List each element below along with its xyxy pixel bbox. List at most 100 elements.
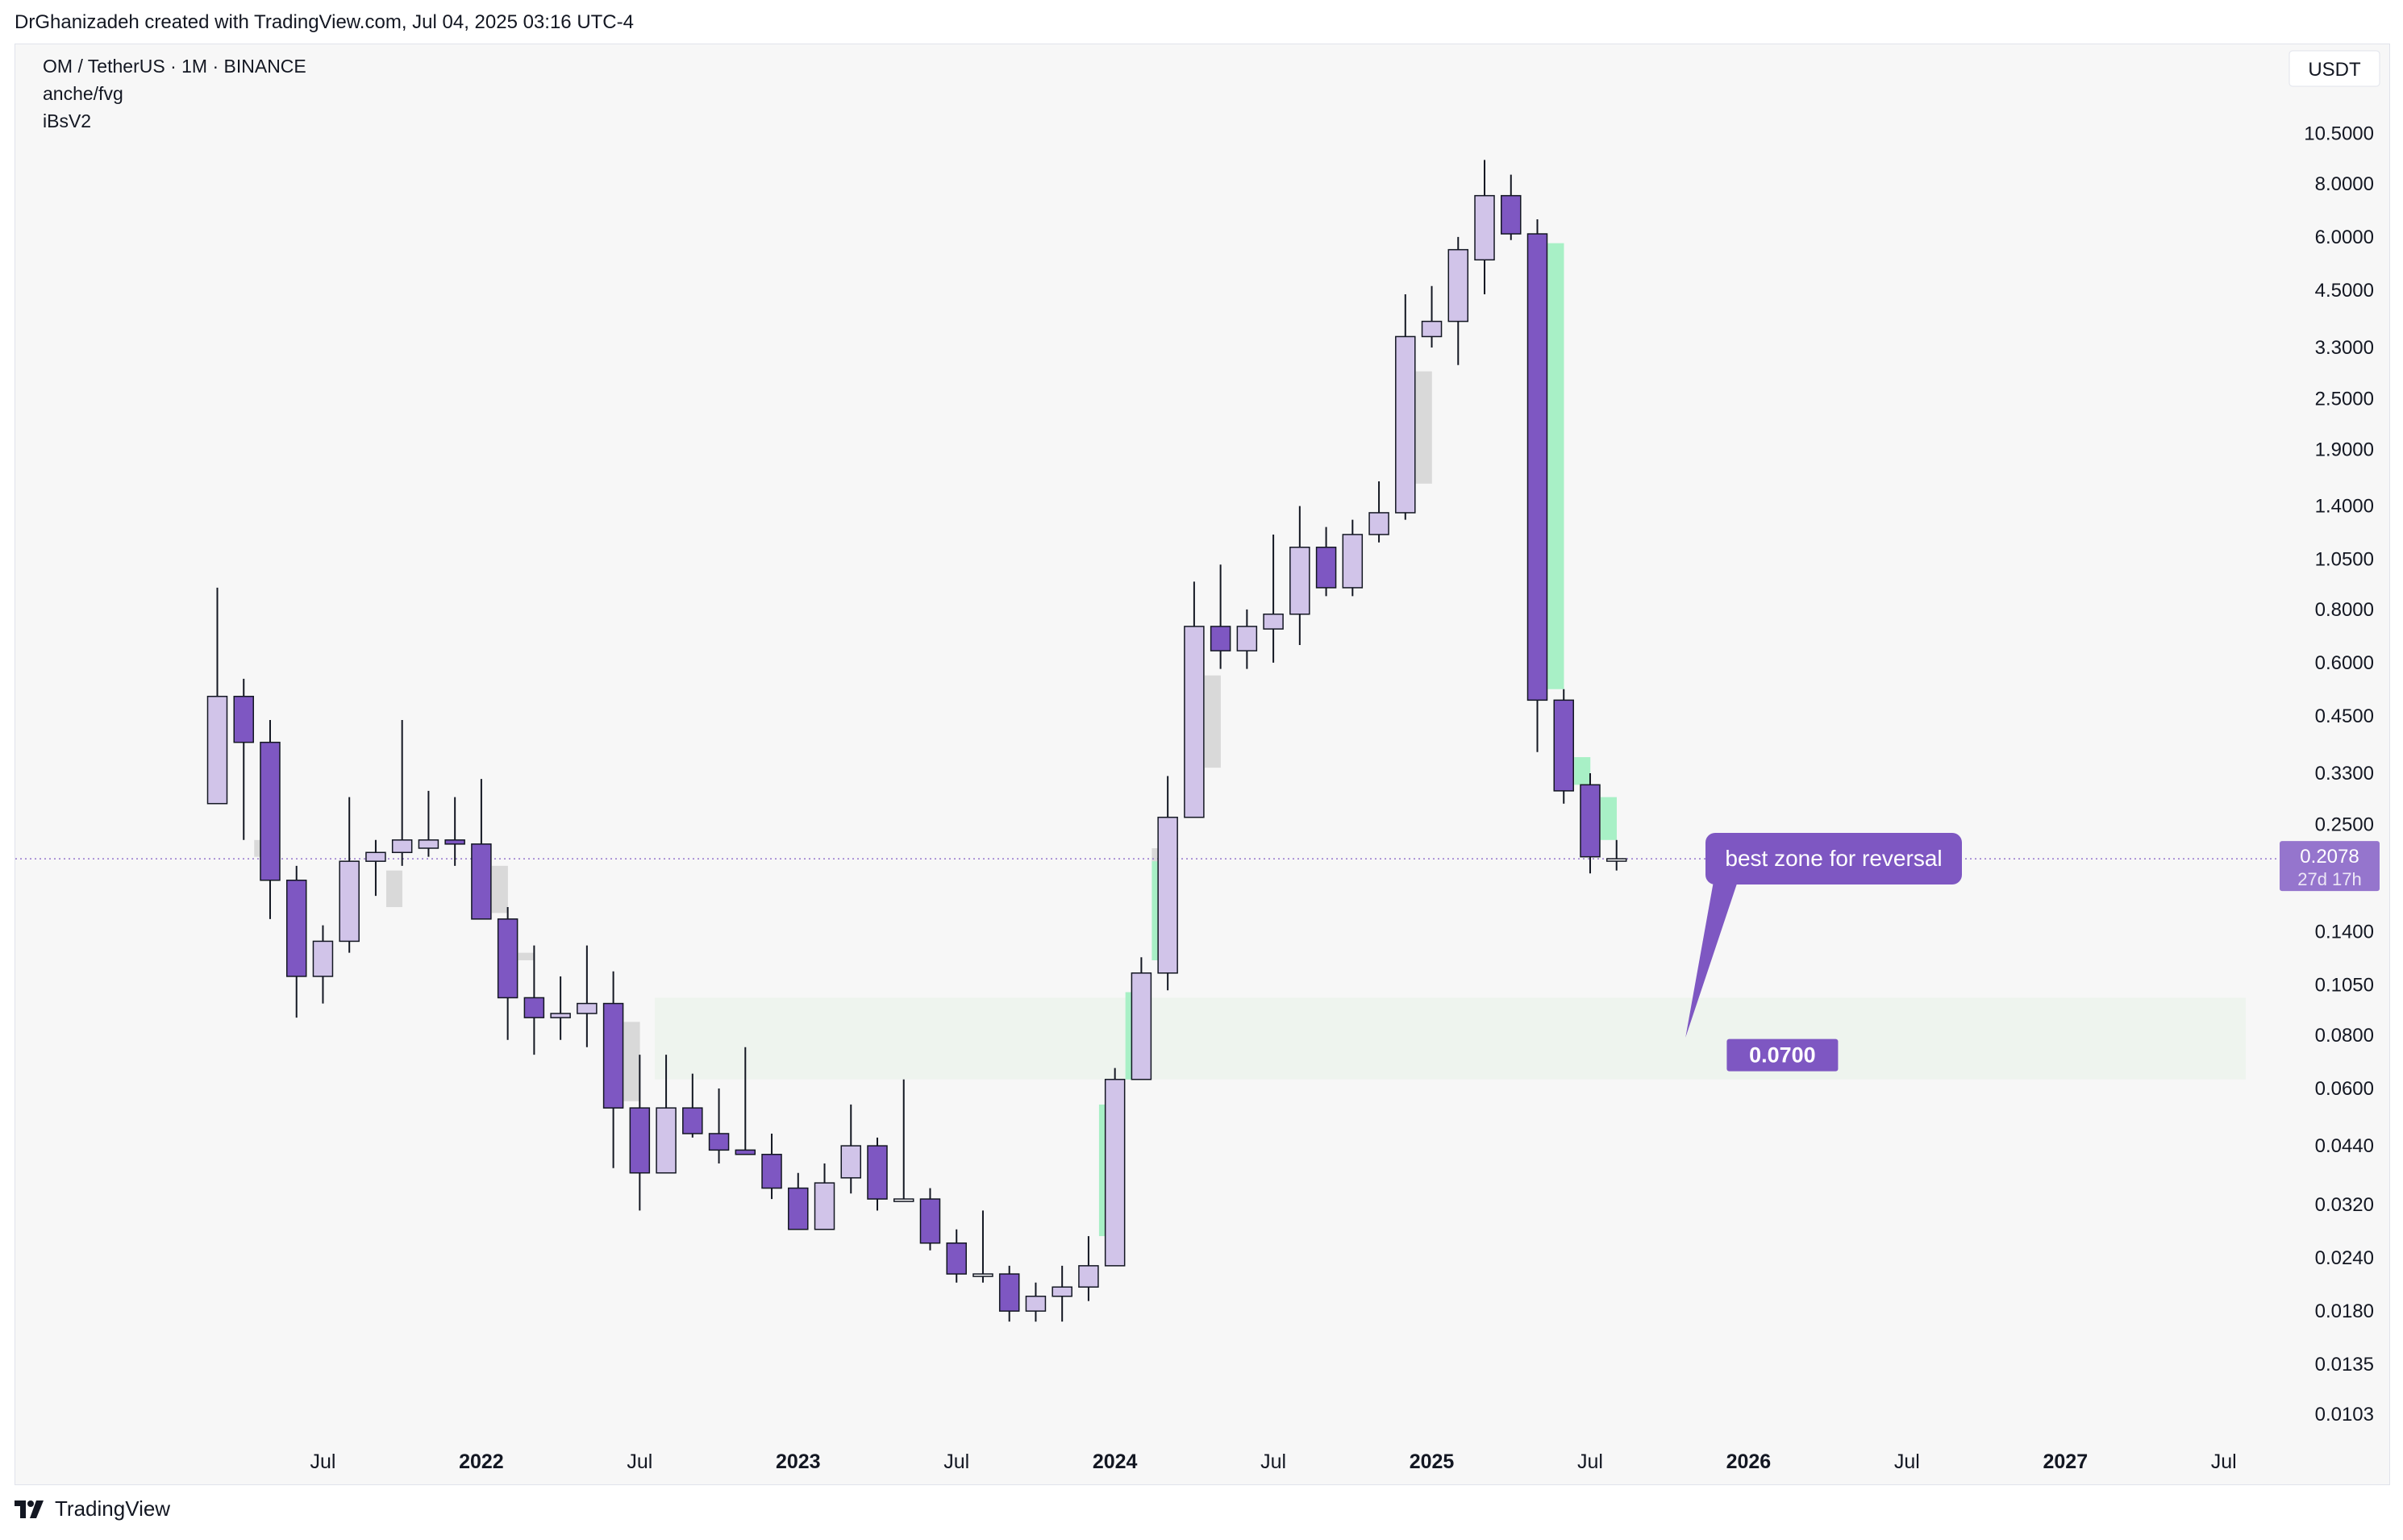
candle-body[interactable] [1605, 858, 1627, 862]
candle-body[interactable] [285, 879, 307, 977]
callout-pointer [1685, 881, 1738, 1038]
candle-body[interactable] [1263, 613, 1284, 630]
indicator-legend-ibs[interactable]: iBsV2 [43, 110, 92, 131]
candle-body[interactable] [1553, 699, 1574, 792]
candle-body[interactable] [1474, 194, 1495, 261]
candle-body[interactable] [867, 1145, 888, 1200]
time-axis-tick-label: Jul [1260, 1451, 1286, 1473]
time-axis-tick-label: 2026 [1726, 1451, 1772, 1473]
candle-body[interactable] [206, 695, 228, 805]
tradingview-brand[interactable]: TradingView [15, 1496, 170, 1521]
candle-body[interactable] [840, 1145, 862, 1179]
candle-body[interactable] [312, 940, 334, 977]
time-axis-tick-label: 2027 [2043, 1451, 2088, 1473]
price-axis-tick-label: 10.5000 [2304, 123, 2374, 145]
price-axis-tick-label: 6.0000 [2315, 227, 2374, 248]
candle-body[interactable] [708, 1133, 730, 1151]
candle-body[interactable] [682, 1107, 703, 1134]
candle-body[interactable] [444, 839, 465, 845]
candle-body[interactable] [1368, 512, 1389, 535]
time-axis-tick-label: Jul [2211, 1451, 2237, 1473]
current-price-tag [2280, 841, 2380, 892]
candle-body[interactable] [602, 1002, 624, 1109]
fvg-block-neutral [623, 1022, 640, 1101]
currency-box[interactable] [2288, 50, 2380, 87]
time-axis-tick-label: Jul [1577, 1451, 1603, 1473]
chart-area[interactable]: 14.000010.50008.00006.00004.50003.30002.… [15, 44, 2390, 1485]
brand-label: TradingView [55, 1496, 171, 1521]
price-axis-tick-label: 0.0600 [2315, 1078, 2374, 1100]
candle-body[interactable] [391, 839, 413, 854]
candle-body[interactable] [998, 1273, 1020, 1312]
candle-body[interactable] [550, 1013, 571, 1018]
candle-body[interactable] [523, 997, 545, 1018]
price-axis-tick-label: 0.1400 [2315, 922, 2374, 943]
price-axis-tick-label: 0.8000 [2315, 599, 2374, 621]
price-axis-tick-label: 3.3000 [2315, 337, 2374, 359]
candle-body[interactable] [471, 843, 492, 920]
symbol-legend[interactable]: OM / TetherUS · 1M · BINANCE [43, 56, 306, 77]
candle-body[interactable] [1501, 194, 1522, 235]
candle-body[interactable] [629, 1107, 651, 1174]
indicator-legend-fvg[interactable]: anche/fvg [43, 83, 123, 104]
fvg-block-bullish [1547, 243, 1564, 689]
candle-body[interactable] [1131, 972, 1152, 1080]
candle-body[interactable] [1421, 320, 1443, 338]
plot-background [15, 44, 2278, 1435]
price-axis-tick-label: 8.0000 [2315, 173, 2374, 195]
candle-body[interactable] [1395, 335, 1416, 514]
candle-body[interactable] [497, 918, 518, 999]
candle-body[interactable] [919, 1198, 941, 1244]
candle-body[interactable] [1157, 816, 1178, 974]
candle-body[interactable] [418, 839, 439, 849]
candle-body[interactable] [788, 1187, 809, 1230]
candle-body[interactable] [761, 1154, 782, 1189]
time-axis-tick-label: Jul [627, 1451, 652, 1473]
price-axis-tick-label: 0.6000 [2315, 652, 2374, 674]
candle-body[interactable] [365, 851, 386, 862]
candle-body[interactable] [1184, 626, 1205, 818]
candle-body[interactable] [1104, 1079, 1126, 1267]
price-axis-tick-label: 1.9000 [2315, 439, 2374, 461]
candle-countdown-label: 27d 17h [2297, 869, 2362, 889]
zone-price-label: 0.0700 [1749, 1043, 1816, 1068]
price-axis-tick-label: 0.0180 [2315, 1301, 2374, 1322]
price-axis-tick-label: 0.1050 [2315, 975, 2374, 997]
candle-body[interactable] [656, 1107, 677, 1174]
time-axis-tick-label: 2025 [1410, 1451, 1455, 1473]
candle-body[interactable] [339, 860, 360, 943]
price-axis-tick-label: 0.0240 [2315, 1247, 2374, 1269]
candle-body[interactable] [972, 1273, 993, 1277]
candle-body[interactable] [1210, 626, 1231, 651]
callout-box[interactable] [1705, 833, 1962, 884]
candlestick-chart[interactable]: 14.000010.50008.00006.00004.50003.30002.… [15, 44, 2389, 1484]
candle-body[interactable] [893, 1198, 914, 1202]
candle-body[interactable] [1078, 1265, 1099, 1288]
price-axis-tick-label: 0.0440 [2315, 1135, 2374, 1157]
time-axis-tick-label: 2022 [459, 1451, 504, 1473]
candle-body[interactable] [1025, 1295, 1047, 1312]
candle-body[interactable] [1236, 626, 1258, 651]
candle-body[interactable] [260, 741, 281, 881]
candle-body[interactable] [1052, 1286, 1072, 1297]
fvg-block-neutral [518, 952, 535, 961]
candle-body[interactable] [577, 1002, 598, 1014]
candle-body[interactable] [814, 1182, 835, 1230]
candle-body[interactable] [233, 695, 254, 743]
candle-body[interactable] [946, 1242, 967, 1275]
candle-body[interactable] [1342, 534, 1364, 589]
candle-body[interactable] [1289, 547, 1310, 615]
price-axis-tick-label: 2.5000 [2315, 389, 2374, 410]
tradingview-logo-icon [15, 1500, 44, 1518]
candle-body[interactable] [1526, 233, 1548, 701]
fvg-block-bullish [1574, 757, 1591, 785]
fvg-block-bullish [1600, 797, 1617, 840]
currency-label[interactable]: USDT [2308, 59, 2361, 81]
fvg-block-neutral [1204, 675, 1221, 768]
candle-body[interactable] [1580, 784, 1601, 858]
time-axis-tick-label: 2023 [776, 1451, 821, 1473]
candle-body[interactable] [1315, 547, 1337, 589]
candle-body[interactable] [1447, 248, 1469, 323]
candle-body[interactable] [735, 1149, 756, 1155]
reversal-zone[interactable] [655, 997, 2246, 1080]
